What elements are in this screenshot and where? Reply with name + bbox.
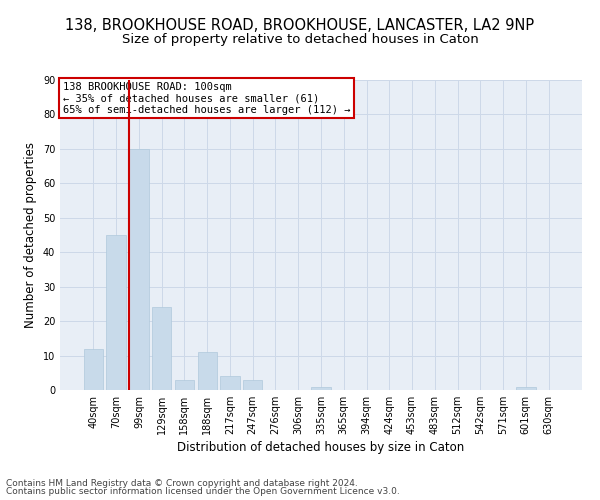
Bar	[197, 352, 217, 390]
Bar	[175, 380, 194, 390]
Bar	[152, 308, 172, 390]
Bar	[516, 386, 536, 390]
Text: 138, BROOKHOUSE ROAD, BROOKHOUSE, LANCASTER, LA2 9NP: 138, BROOKHOUSE ROAD, BROOKHOUSE, LANCAS…	[65, 18, 535, 32]
Text: Contains HM Land Registry data © Crown copyright and database right 2024.: Contains HM Land Registry data © Crown c…	[6, 478, 358, 488]
Bar	[243, 380, 262, 390]
Y-axis label: Number of detached properties: Number of detached properties	[24, 142, 37, 328]
Bar	[129, 149, 149, 390]
Text: Size of property relative to detached houses in Caton: Size of property relative to detached ho…	[122, 32, 478, 46]
Bar	[311, 386, 331, 390]
Text: 138 BROOKHOUSE ROAD: 100sqm
← 35% of detached houses are smaller (61)
65% of sem: 138 BROOKHOUSE ROAD: 100sqm ← 35% of det…	[62, 82, 350, 115]
Bar	[84, 348, 103, 390]
Bar	[106, 235, 126, 390]
Bar	[220, 376, 239, 390]
Text: Contains public sector information licensed under the Open Government Licence v3: Contains public sector information licen…	[6, 487, 400, 496]
X-axis label: Distribution of detached houses by size in Caton: Distribution of detached houses by size …	[178, 441, 464, 454]
